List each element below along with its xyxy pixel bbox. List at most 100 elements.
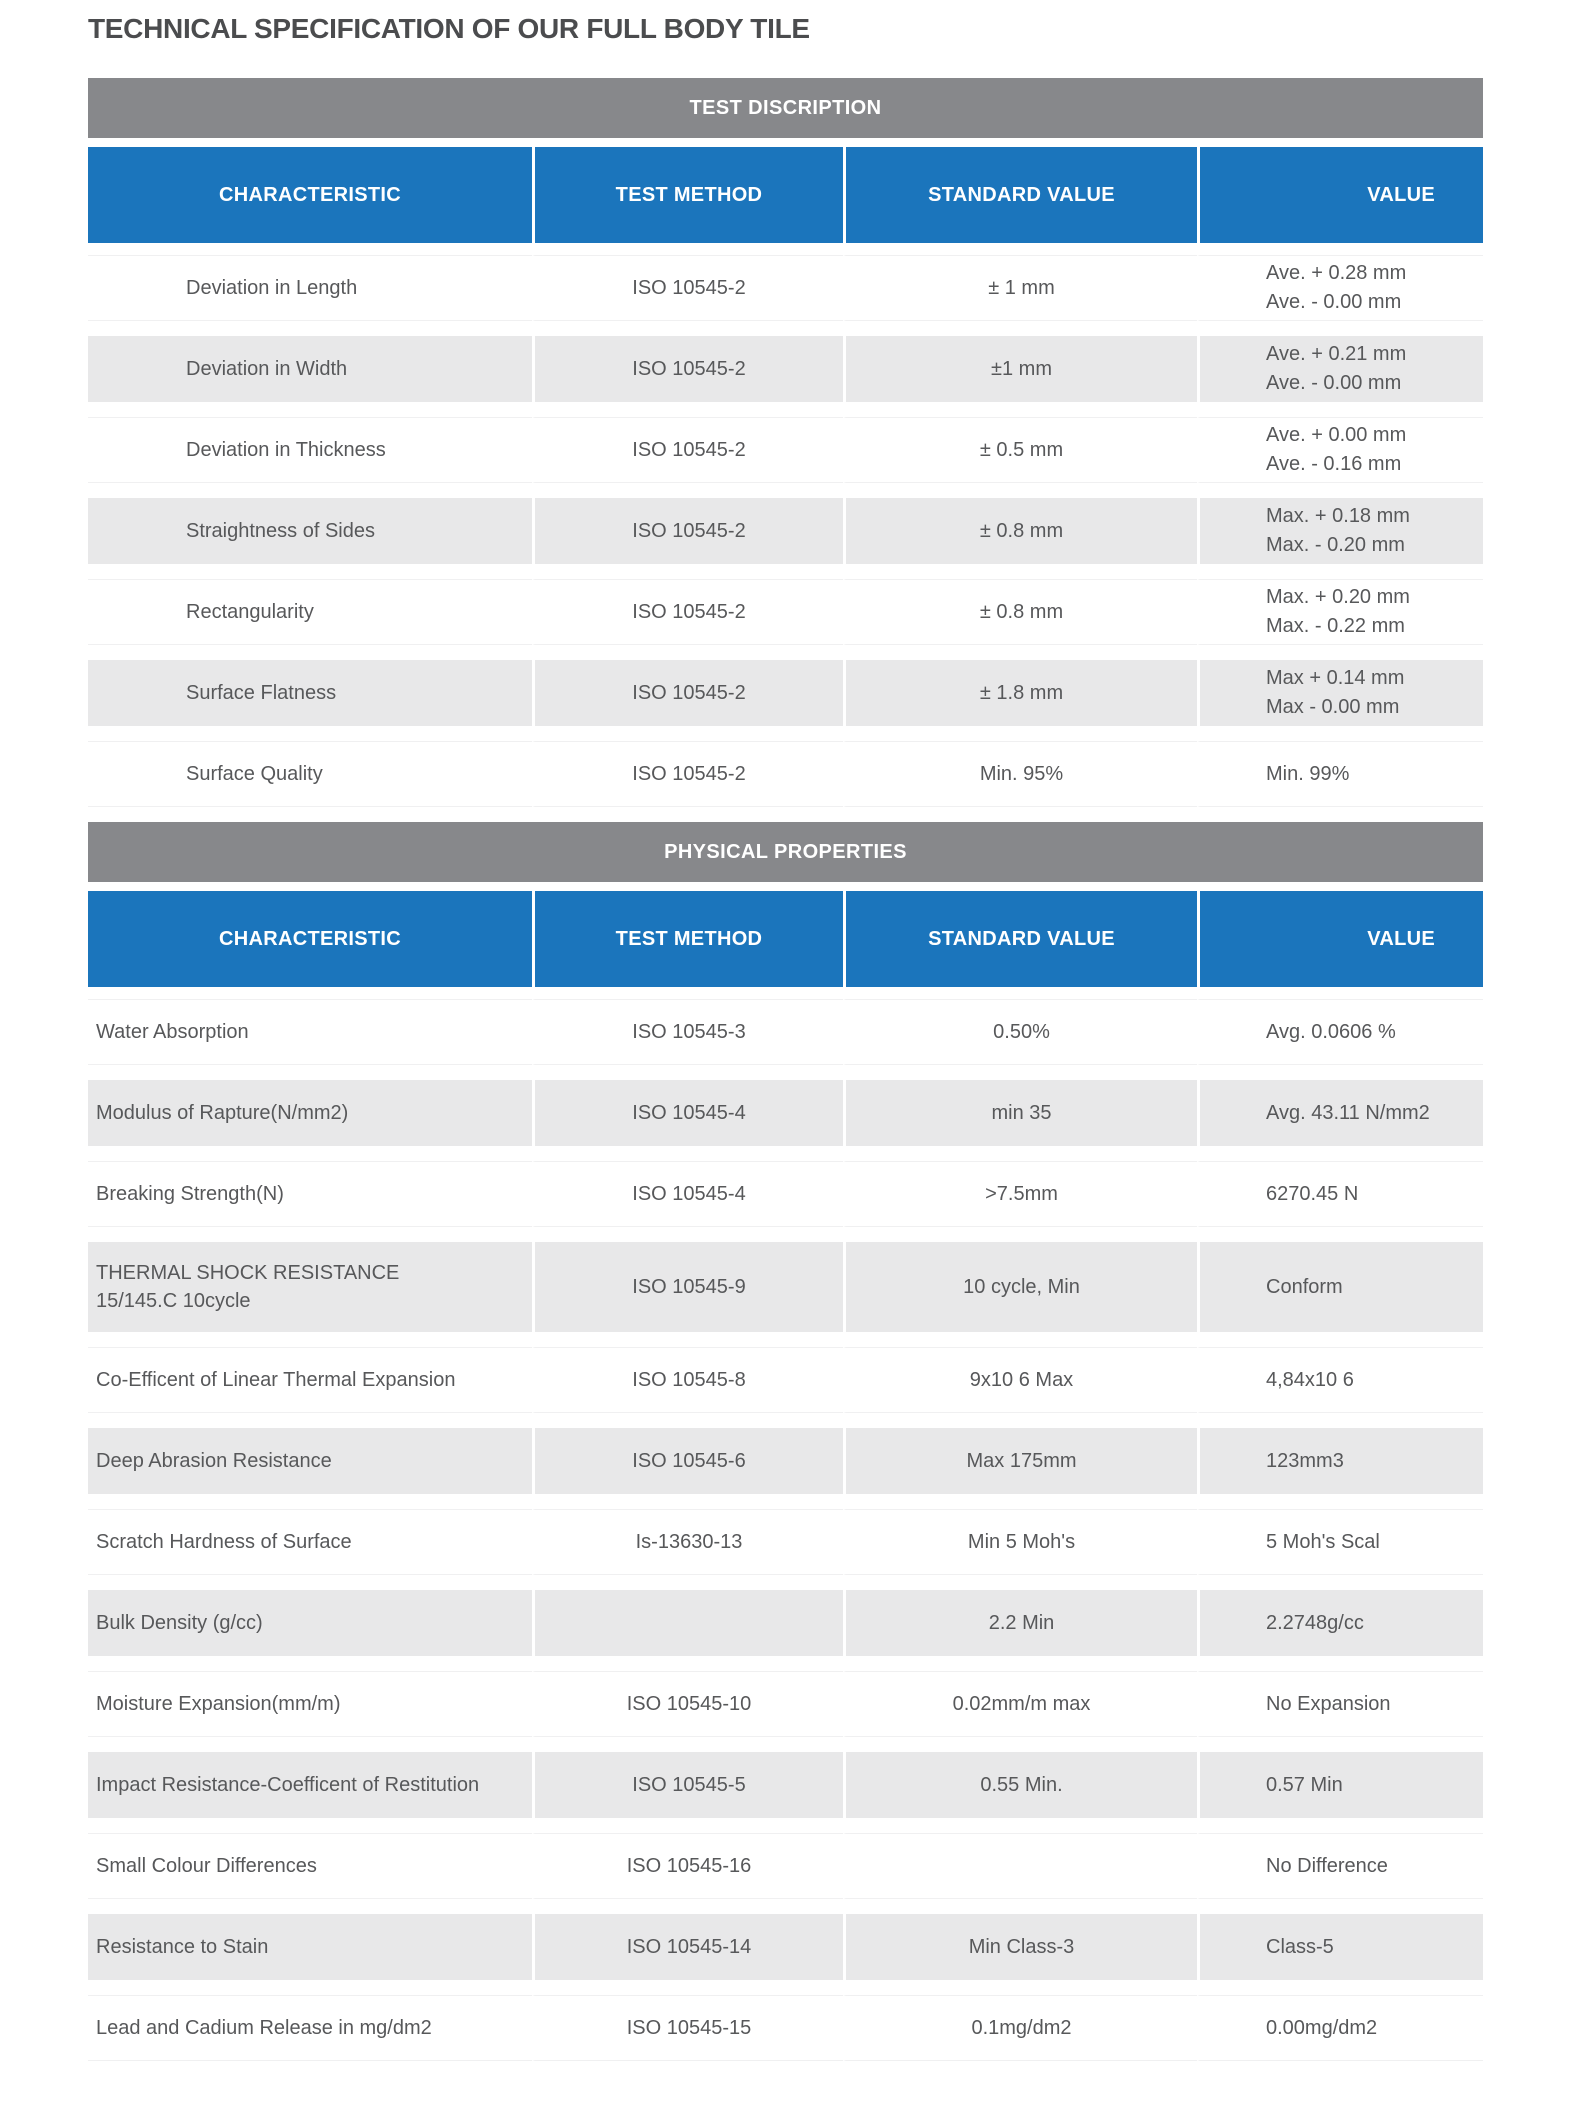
cell-test-method: ISO 10545-2 <box>532 741 843 807</box>
cell-test-method: ISO 10545-2 <box>532 660 843 726</box>
cell-value: 6270.45 N <box>1197 1161 1483 1227</box>
value-line: Ave. - 0.16 mm <box>1266 453 1402 475</box>
cell-value: No Difference <box>1197 1833 1483 1899</box>
table-row: Small Colour Differences ISO 10545-16 No D… <box>88 1833 1483 1899</box>
cell-test-method: ISO 10545-5 <box>532 1752 843 1818</box>
cell-characteristic: Breaking Strength(N) <box>88 1161 532 1227</box>
cell-characteristic: Deviation in Length <box>88 255 532 321</box>
cell-standard-value: ± 0.8 mm <box>843 579 1197 645</box>
table-row: Bulk Density (g/cc) 2.2 Min 2.2748g/cc <box>88 1590 1483 1656</box>
value-line: Max. + 0.20 mm <box>1266 586 1410 608</box>
cell-value: Ave. + 0.00 mm Ave. - 0.16 mm <box>1197 417 1483 483</box>
table-header-row: CHARACTERISTIC TEST METHOD STANDARD VALUE V… <box>88 891 1483 987</box>
cell-test-method: ISO 10545-15 <box>532 1995 843 2061</box>
table-row: THERMAL SHOCK RESISTANCE 15/145.C 10cycle… <box>88 1242 1483 1332</box>
value-line: 4,84x10 6 <box>1266 1368 1354 1391</box>
value-line: Max + 0.14 mm <box>1266 667 1405 689</box>
cell-standard-value: ± 1 mm <box>843 255 1197 321</box>
column-header-test-method: TEST METHOD <box>532 147 843 243</box>
characteristic-line: 15/145.C 10cycle <box>96 1290 251 1312</box>
cell-standard-value: 0.02mm/m max <box>843 1671 1197 1737</box>
cell-value: 2.2748g/cc <box>1197 1590 1483 1656</box>
characteristic-line: Straightness of Sides <box>186 520 375 542</box>
cell-characteristic: Moisture Expansion(mm/m) <box>88 1671 532 1737</box>
table-row: Surface Quality ISO 10545-2 Min. 95% Min. 9… <box>88 741 1483 807</box>
cell-standard-value: Min. 95% <box>843 741 1197 807</box>
cell-characteristic: Surface Flatness <box>88 660 532 726</box>
cell-test-method: ISO 10545-4 <box>532 1080 843 1146</box>
characteristic-line: Water Absorption <box>96 1021 249 1043</box>
table-row: Deviation in Thickness ISO 10545-2 ± 0.5 m… <box>88 417 1483 483</box>
table-row: Breaking Strength(N) ISO 10545-4 >7.5mm 627… <box>88 1161 1483 1227</box>
cell-standard-value: Min 5 Moh's <box>843 1509 1197 1575</box>
cell-value: 0.57 Min <box>1197 1752 1483 1818</box>
characteristic-line: Surface Flatness <box>186 682 337 704</box>
value-line: Avg. 43.11 N/mm2 <box>1266 1101 1430 1124</box>
characteristic-line: Resistance to Stain <box>96 1936 269 1958</box>
cell-value: No Expansion <box>1197 1671 1483 1737</box>
spec-page: TECHNICAL SPECIFICATION OF OUR FULL BODY… <box>88 12 1483 2061</box>
cell-standard-value: Min Class-3 <box>843 1914 1197 1980</box>
characteristic-line: Moisture Expansion(mm/m) <box>96 1693 341 1715</box>
characteristic-line: THERMAL SHOCK RESISTANCE <box>96 1262 400 1284</box>
table-row: Moisture Expansion(mm/m) ISO 10545-10 0.02… <box>88 1671 1483 1737</box>
table-row: Straightness of Sides ISO 10545-2 ± 0.8 mm… <box>88 498 1483 564</box>
characteristic-line: Deep Abrasion Resistance <box>96 1450 332 1472</box>
cell-characteristic: Bulk Density (g/cc) <box>88 1590 532 1656</box>
cell-standard-value: 0.55 Min. <box>843 1752 1197 1818</box>
value-line: 0.57 Min <box>1266 1773 1343 1796</box>
spec-section-test-discription: TEST DISCRIPTION CHARACTERISTIC TEST METHO… <box>88 78 1483 807</box>
cell-characteristic: Co-Efficent of Linear Thermal Expansion <box>88 1347 532 1413</box>
cell-value: 5 Moh's Scal <box>1197 1509 1483 1575</box>
column-header-standard-value: STANDARD VALUE <box>843 891 1197 987</box>
cell-value: Ave. + 0.28 mm Ave. - 0.00 mm <box>1197 255 1483 321</box>
cell-value: Avg. 43.11 N/mm2 <box>1197 1080 1483 1146</box>
cell-standard-value: 9x10 6 Max <box>843 1347 1197 1413</box>
table-row: Rectangularity ISO 10545-2 ± 0.8 mm Max. + … <box>88 579 1483 645</box>
characteristic-line: Deviation in Width <box>186 358 348 380</box>
cell-test-method: ISO 10545-4 <box>532 1161 843 1227</box>
cell-characteristic: Resistance to Stain <box>88 1914 532 1980</box>
column-header-characteristic: CHARACTERISTIC <box>88 147 532 243</box>
cell-characteristic: THERMAL SHOCK RESISTANCE 15/145.C 10cycle <box>88 1242 532 1332</box>
value-line: Ave. + 0.21 mm <box>1266 343 1407 365</box>
cell-characteristic: Water Absorption <box>88 999 532 1065</box>
cell-value: Ave. + 0.21 mm Ave. - 0.00 mm <box>1197 336 1483 402</box>
cell-value: 123mm3 <box>1197 1428 1483 1494</box>
cell-characteristic: Modulus of Rapture(N/mm2) <box>88 1080 532 1146</box>
cell-characteristic: Surface Quality <box>88 741 532 807</box>
cell-test-method: ISO 10545-6 <box>532 1428 843 1494</box>
value-line: 6270.45 N <box>1266 1182 1359 1205</box>
table-row: Water Absorption ISO 10545-3 0.50% Avg. 0.0… <box>88 999 1483 1065</box>
table-row: Impact Resistance-Coefficent of Restitut… <box>88 1752 1483 1818</box>
value-line: Ave. - 0.00 mm <box>1266 291 1402 313</box>
cell-standard-value: min 35 <box>843 1080 1197 1146</box>
table-row: Scratch Hardness of Surface Is-13630-13 Mi… <box>88 1509 1483 1575</box>
cell-test-method: ISO 10545-9 <box>532 1242 843 1332</box>
table-row: Modulus of Rapture(N/mm2) ISO 10545-4 min … <box>88 1080 1483 1146</box>
table-row: Co-Efficent of Linear Thermal Expansion I… <box>88 1347 1483 1413</box>
column-header-standard-value: STANDARD VALUE <box>843 147 1197 243</box>
cell-value: Max. + 0.18 mm Max. - 0.20 mm <box>1197 498 1483 564</box>
cell-test-method: ISO 10545-2 <box>532 579 843 645</box>
cell-test-method: ISO 10545-2 <box>532 255 843 321</box>
value-line: Class-5 <box>1266 1935 1334 1958</box>
table-row: Deviation in Width ISO 10545-2 ±1 mm Ave. +… <box>88 336 1483 402</box>
value-line: Min. 99% <box>1266 762 1350 785</box>
value-line: 0.00mg/dm2 <box>1266 2016 1378 2039</box>
characteristic-line: Breaking Strength(N) <box>96 1183 284 1205</box>
cell-characteristic: Rectangularity <box>88 579 532 645</box>
cell-standard-value: Max 175mm <box>843 1428 1197 1494</box>
value-line: No Difference <box>1266 1854 1388 1877</box>
characteristic-line: Surface Quality <box>186 763 323 785</box>
table-row: Lead and Cadium Release in mg/dm2 ISO 105… <box>88 1995 1483 2061</box>
cell-value: Min. 99% <box>1197 741 1483 807</box>
cell-value: Max + 0.14 mm Max - 0.00 mm <box>1197 660 1483 726</box>
value-line: 123mm3 <box>1266 1449 1344 1472</box>
cell-test-method: ISO 10545-2 <box>532 417 843 483</box>
value-line: Avg. 0.0606 % <box>1266 1020 1396 1043</box>
cell-test-method: ISO 10545-14 <box>532 1914 843 1980</box>
characteristic-line: Deviation in Thickness <box>186 439 386 461</box>
cell-standard-value: ± 0.5 mm <box>843 417 1197 483</box>
cell-test-method: Is-13630-13 <box>532 1509 843 1575</box>
